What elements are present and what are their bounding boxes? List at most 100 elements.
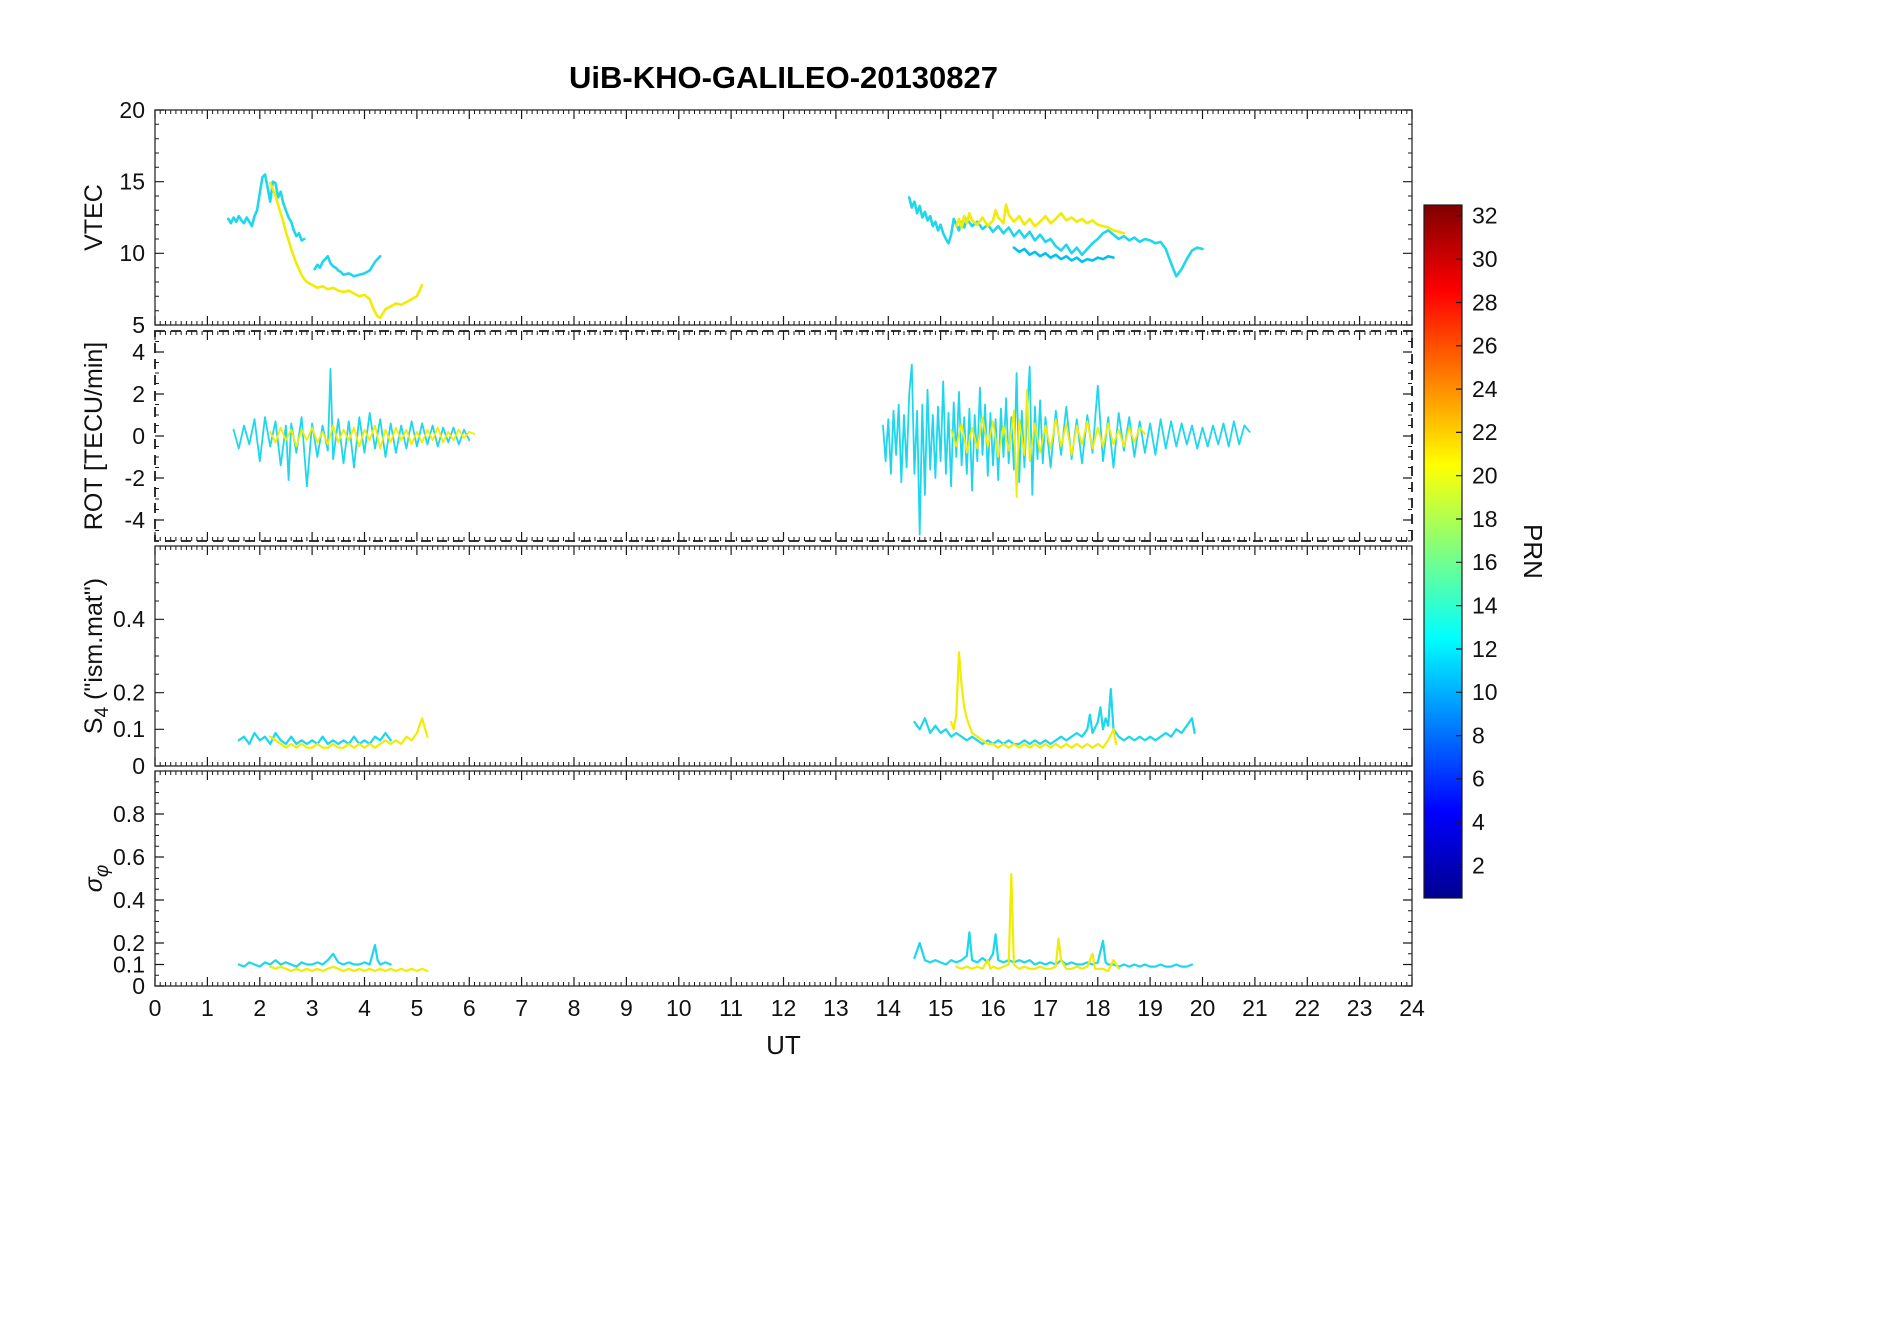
x-major-ticks — [154, 771, 1413, 986]
x-tick-label: 1 — [201, 995, 214, 1021]
y-tick-label: 20 — [119, 97, 145, 123]
y-tick-label: 10 — [119, 240, 145, 266]
x-minor-ticks — [159, 331, 1408, 541]
colorbar-tick-label: 16 — [1472, 549, 1498, 575]
y-tick-label: 0 — [132, 753, 145, 779]
x-tick-label: 10 — [666, 995, 692, 1021]
x-tick-label: 23 — [1347, 995, 1373, 1021]
y-tick-label: 0.8 — [113, 801, 145, 827]
colorbar-tick-label: 4 — [1472, 809, 1485, 835]
x-minor-ticks — [159, 546, 1408, 766]
axes-box — [154, 770, 1413, 987]
colorbar-gradient — [1423, 204, 1463, 899]
x-minor-ticks — [159, 771, 1408, 986]
series-prn-12 — [237, 943, 392, 968]
y-tick-label: 0 — [132, 973, 145, 999]
x-tick-label: 20 — [1190, 995, 1216, 1021]
x-tick-label: 12 — [771, 995, 797, 1021]
series-prn-12 — [237, 731, 392, 746]
y-tick-label: 4 — [132, 339, 145, 365]
x-tick-label: 18 — [1085, 995, 1111, 1021]
y-tick-label: 5 — [132, 312, 145, 338]
y-major-ticks — [155, 618, 1412, 767]
panel-vtec: 5 10 15 20 VTEC — [80, 97, 1413, 338]
y-tick-label: 0.2 — [113, 680, 145, 706]
y-minor-ticks — [155, 330, 1412, 542]
y-minor-ticks — [155, 123, 1412, 312]
y-minor-ticks — [155, 770, 1412, 976]
x-tick-label: 19 — [1137, 995, 1163, 1021]
y-tick-label: 0.2 — [113, 930, 145, 956]
y-tick-label: 0.4 — [113, 887, 145, 913]
series-prn-20 — [949, 651, 1118, 749]
x-tick-label: 7 — [515, 995, 528, 1021]
series-prn-20 — [268, 181, 424, 320]
x-tick-label: 15 — [928, 995, 954, 1021]
chart-title: UiB-KHO-GALILEO-20130827 — [569, 60, 998, 95]
x-tick-label: 3 — [306, 995, 319, 1021]
axes-box — [154, 545, 1413, 767]
colorbar-tick-label: 28 — [1472, 289, 1498, 315]
x-tick-label: 13 — [823, 995, 849, 1021]
colorbar-tick-label: 30 — [1472, 246, 1498, 272]
panel-s4: 0 0.1 0.2 0.4S4 ("ism.mat") — [80, 545, 1413, 779]
y-tick-label: 0.6 — [113, 844, 145, 870]
x-tick-label: 9 — [620, 995, 633, 1021]
series-prn-11 — [1012, 246, 1115, 264]
x-tick-label: 6 — [463, 995, 476, 1021]
series-prn-12 — [882, 363, 1251, 536]
series-prn-20 — [950, 388, 1146, 498]
colorbar-tick-label: 32 — [1472, 203, 1498, 229]
series-prn-20 — [269, 424, 476, 450]
y-tick-label: 0.1 — [113, 716, 145, 742]
series-prn-12 — [913, 687, 1196, 746]
series-prn-12 — [313, 254, 382, 278]
x-tick-label: 16 — [980, 995, 1006, 1021]
y-major-ticks — [155, 109, 1412, 326]
x-major-ticks — [154, 110, 1413, 325]
series-prn-12 — [907, 196, 1204, 278]
x-tick-label: 2 — [253, 995, 266, 1021]
colorbar-label: PRN — [1518, 524, 1548, 579]
x-major-ticks — [154, 331, 1413, 541]
y-axis-label: σφ — [80, 865, 113, 892]
colorbar-tick-label: 18 — [1472, 506, 1498, 532]
series-prn-12 — [232, 367, 471, 488]
y-tick-label: 2 — [132, 381, 145, 407]
colorbar-tick-label: 14 — [1472, 592, 1498, 618]
y-minor-ticks — [155, 545, 1412, 749]
colorbar-tick-label: 24 — [1472, 376, 1498, 402]
x-tick-label: 17 — [1033, 995, 1059, 1021]
x-tick-label: 22 — [1295, 995, 1321, 1021]
x-minor-ticks — [159, 110, 1408, 325]
colorbar-tick-label: 22 — [1472, 419, 1498, 445]
x-tick-label: 8 — [568, 995, 581, 1021]
colorbar-tick-label: 8 — [1472, 722, 1485, 748]
panel-rot: -4 -2 0 2 4 ROT [TECU/min] — [80, 330, 1413, 542]
x-tick-label: 0 — [149, 995, 162, 1021]
series-prn-20 — [954, 203, 1126, 235]
axes-box — [154, 330, 1413, 542]
y-axis-label: S4 ("ism.mat") — [80, 578, 113, 734]
x-tick-label: 21 — [1242, 995, 1268, 1021]
series-prn-20 — [269, 717, 429, 749]
y-axis-label: ROT [TECU/min] — [80, 342, 108, 530]
panel-sigma_phi: 00.10.2 0.4 0.6 0.8 σφ — [80, 770, 1413, 999]
x-tick-label: 4 — [358, 995, 371, 1021]
y-tick-label: 0.1 — [113, 951, 145, 977]
series-prn-20 — [269, 965, 429, 973]
y-tick-label: 0.4 — [113, 606, 145, 632]
y-tick-label: 15 — [119, 169, 145, 195]
x-tick-label: 24 — [1399, 995, 1425, 1021]
y-axis-label: VTEC — [80, 184, 108, 251]
colorbar-ticks — [1456, 215, 1462, 867]
colorbar-tick-label: 20 — [1472, 463, 1498, 489]
y-major-ticks — [155, 813, 1412, 987]
series-prn-12 — [913, 931, 1194, 968]
x-major-ticks — [154, 546, 1413, 766]
y-tick-label: -2 — [125, 465, 145, 491]
colorbar-tick-label: 2 — [1472, 852, 1485, 878]
